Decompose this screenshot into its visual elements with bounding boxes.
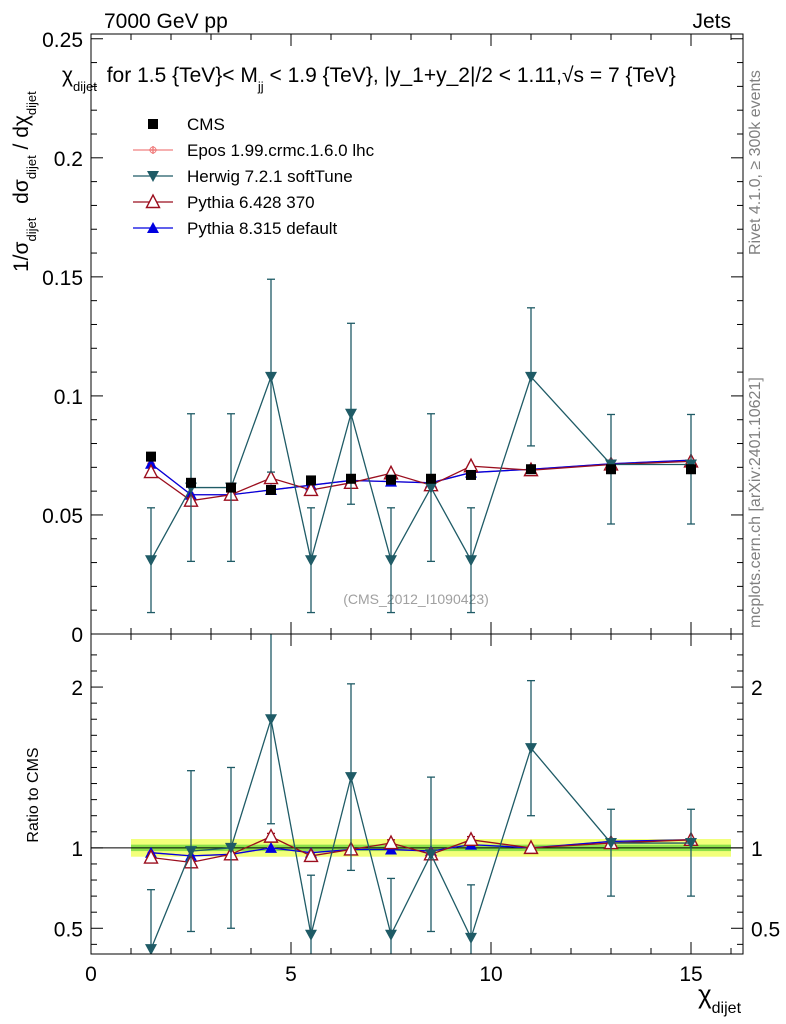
pythia8-point xyxy=(145,457,157,469)
legend-item-pythia6: Pythia 6.428 370 xyxy=(133,193,315,212)
pythia6-line xyxy=(150,460,692,502)
legend-item-cms: CMS xyxy=(148,115,225,134)
ratio-y-axis-label: Ratio to CMS xyxy=(25,747,42,842)
legend-label-pythia8: Pythia 8.315 default xyxy=(187,219,338,238)
ratio-herwig-point xyxy=(465,932,477,944)
series-cms xyxy=(146,451,696,495)
ratio-y-tick-label: 0.5 xyxy=(54,918,83,941)
cms-point xyxy=(146,451,156,462)
legend-item-herwig: Herwig 7.2.1 softTune xyxy=(133,167,353,186)
rivet-version-label: Rivet 4.1.0, ≥ 300k events xyxy=(747,70,764,255)
legend-label-cms: CMS xyxy=(187,115,225,134)
ratio-herwig-point xyxy=(525,743,537,755)
herwig-point xyxy=(425,482,437,494)
chart-title: χdijet for 1.5 {TeV}< Mjj < 1.9 {TeV}, |… xyxy=(62,64,676,94)
main-y-tick-label: 0.25 xyxy=(42,29,83,52)
herwig-point xyxy=(465,555,477,567)
herwig-point xyxy=(385,555,397,567)
ratio-y-tick-label: 2 xyxy=(71,677,83,700)
legend-marker-pythia6 xyxy=(145,193,161,209)
ratio-pythia6-point xyxy=(523,839,539,855)
cms-point xyxy=(226,482,236,493)
ratio-y-tick-label-right: 2 xyxy=(751,677,763,700)
cms-point xyxy=(526,464,536,475)
ratio-y-tick-label: 1 xyxy=(71,838,83,861)
cms-point xyxy=(266,484,276,495)
cms-point xyxy=(606,464,616,475)
main-y-tick-label: 0.15 xyxy=(42,267,83,290)
cms-point xyxy=(686,464,696,475)
pythia8-line xyxy=(150,459,692,496)
legend-marker-epos xyxy=(149,146,157,154)
pythia6-point xyxy=(143,463,159,479)
ratio-pythia6-point xyxy=(463,831,479,847)
ratio-herwig-point xyxy=(305,929,317,941)
main-y-tick-label: 0 xyxy=(71,624,83,647)
legend-marker-herwig xyxy=(147,171,159,182)
ratio-plot-frame xyxy=(90,633,744,955)
cms-point xyxy=(306,475,316,486)
cms-point xyxy=(466,469,476,480)
ratio-herwig-point xyxy=(225,842,237,854)
legend-label-herwig: Herwig 7.2.1 softTune xyxy=(187,167,353,186)
ratio-herwig-point xyxy=(605,838,617,850)
cms-point xyxy=(426,473,436,484)
pythia6-point xyxy=(303,481,319,497)
legend-item-pythia8: Pythia 8.315 default xyxy=(133,219,338,238)
ratio-herwig-line xyxy=(150,719,691,950)
legend-marker-cms xyxy=(148,119,158,129)
herwig-point xyxy=(345,408,357,420)
ratio-herwig-point xyxy=(425,849,437,861)
ratio-pythia6-point xyxy=(383,834,399,850)
herwig-point xyxy=(145,555,157,567)
x-tick-label: 15 xyxy=(679,963,702,986)
pythia6-point xyxy=(463,457,479,473)
main-y-tick-label: 0.1 xyxy=(54,386,83,409)
mcplots-label: mcplots.cern.ch [arXiv:2401.10621] xyxy=(747,377,764,628)
ratio-herwig-point xyxy=(685,838,697,850)
ratio-pythia6-point xyxy=(143,849,159,864)
cms-point xyxy=(186,477,196,488)
ratio-herwig-point xyxy=(265,714,277,726)
herwig-point xyxy=(525,371,537,383)
energy-label: 7000 GeV pp xyxy=(104,10,228,33)
main-y-tick-label: 0.2 xyxy=(54,148,83,171)
cms-point xyxy=(386,474,396,485)
main-y-tick-label: 0.05 xyxy=(42,505,83,528)
ratio-herwig-point xyxy=(345,772,357,784)
ratio-herwig-point xyxy=(385,929,397,941)
ratio-herwig-point xyxy=(185,846,197,858)
ratio-pythia8-point xyxy=(265,841,277,853)
legend-marker-pythia8 xyxy=(147,222,159,233)
ratio-pythia6-point xyxy=(263,828,279,843)
herwig-line xyxy=(150,374,691,562)
main-y-axis-label: 1/σdijet dσdijet / dχdijet xyxy=(10,91,39,272)
pythia6-point xyxy=(263,469,279,485)
herwig-point xyxy=(265,371,277,383)
legend-label-pythia6: Pythia 6.428 370 xyxy=(187,193,315,212)
ratio-series-group xyxy=(143,634,699,954)
ratio-pythia6-point xyxy=(303,847,319,863)
herwig-point xyxy=(305,555,317,567)
category-label: Jets xyxy=(692,10,731,33)
x-tick-label: 10 xyxy=(479,963,502,986)
ratio-y-tick-label-right: 1 xyxy=(751,838,763,861)
ratio-pythia6-line xyxy=(150,835,692,863)
ratio-herwig-point xyxy=(145,944,157,954)
x-tick-label: 5 xyxy=(285,963,297,986)
ratio-series-herwig xyxy=(145,634,697,954)
analysis-tag: (CMS_2012_I1090423) xyxy=(343,591,489,607)
legend-item-epos: Epos 1.99.crmc.1.6.0 lhc xyxy=(133,141,375,160)
ratio-y-tick-label-right: 0.5 xyxy=(751,918,780,941)
legend-label-epos: Epos 1.99.crmc.1.6.0 lhc xyxy=(187,141,375,160)
series-herwig xyxy=(145,278,697,614)
x-tick-label: 0 xyxy=(85,963,97,986)
cms-point xyxy=(346,473,356,484)
x-axis-label: χdijet xyxy=(698,979,742,1017)
